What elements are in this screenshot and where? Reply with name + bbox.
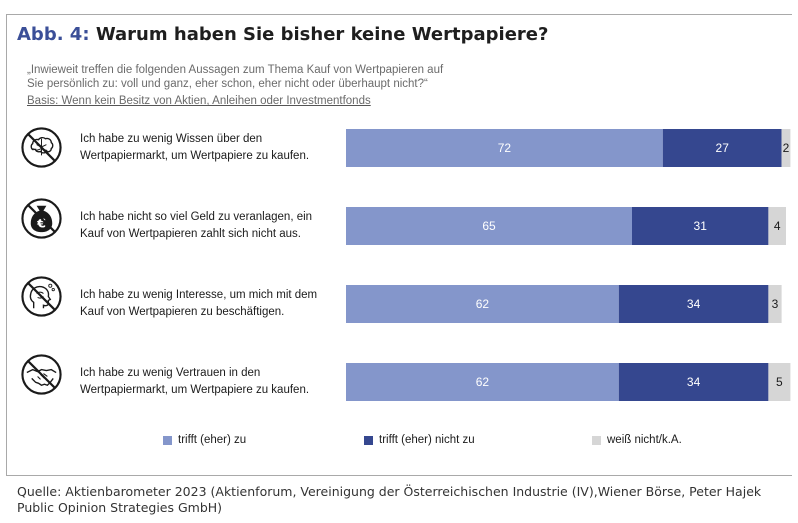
row-label: Ich habe nicht so viel Geld zu veranlage…: [80, 211, 313, 240]
page-title: Abb. 4: Warum haben Sie bisher keine Wer…: [17, 24, 548, 45]
survey-basis: Basis: Wenn kein Besitz von Aktien, Anle…: [27, 95, 371, 107]
brain-crossed-icon: [21, 127, 62, 168]
row-label: Ich habe zu wenig Vertrauen in den Wertp…: [80, 367, 310, 396]
figure-frame: [6, 14, 792, 476]
head-thought-crossed-icon: [21, 276, 62, 317]
survey-question: „Inwieweit treffen die folgenden Aussage…: [27, 64, 444, 90]
row-label: Ich habe zu wenig Interesse, um mich mit…: [80, 289, 318, 318]
legend-swatch: [592, 435, 601, 445]
legend-item-dont-know: weiß nicht/k.A.: [592, 434, 682, 446]
svg-text:€: €: [36, 215, 46, 230]
legend-label: trifft (eher) nicht zu: [379, 434, 475, 446]
legend-swatch: [364, 435, 373, 445]
title-text: Warum haben Sie bisher keine Wertpapiere…: [95, 24, 549, 45]
legend-swatch: [163, 435, 172, 445]
figure-label: Abb. 4:: [17, 24, 90, 45]
legend-label: trifft (eher) zu: [178, 434, 247, 446]
row-label: Ich habe zu wenig Wissen über den Wertpa…: [80, 133, 310, 162]
euro-money-bag-crossed-icon: €: [21, 198, 62, 239]
legend-label: weiß nicht/k.A.: [607, 434, 682, 446]
handshake-crossed-icon: [21, 354, 62, 395]
legend-item-applies: trifft (eher) zu: [163, 434, 246, 446]
source-note: Quelle: Aktienbarometer 2023 (Aktienforu…: [17, 484, 762, 515]
legend-item-not-applies: trifft (eher) nicht zu: [364, 434, 475, 446]
